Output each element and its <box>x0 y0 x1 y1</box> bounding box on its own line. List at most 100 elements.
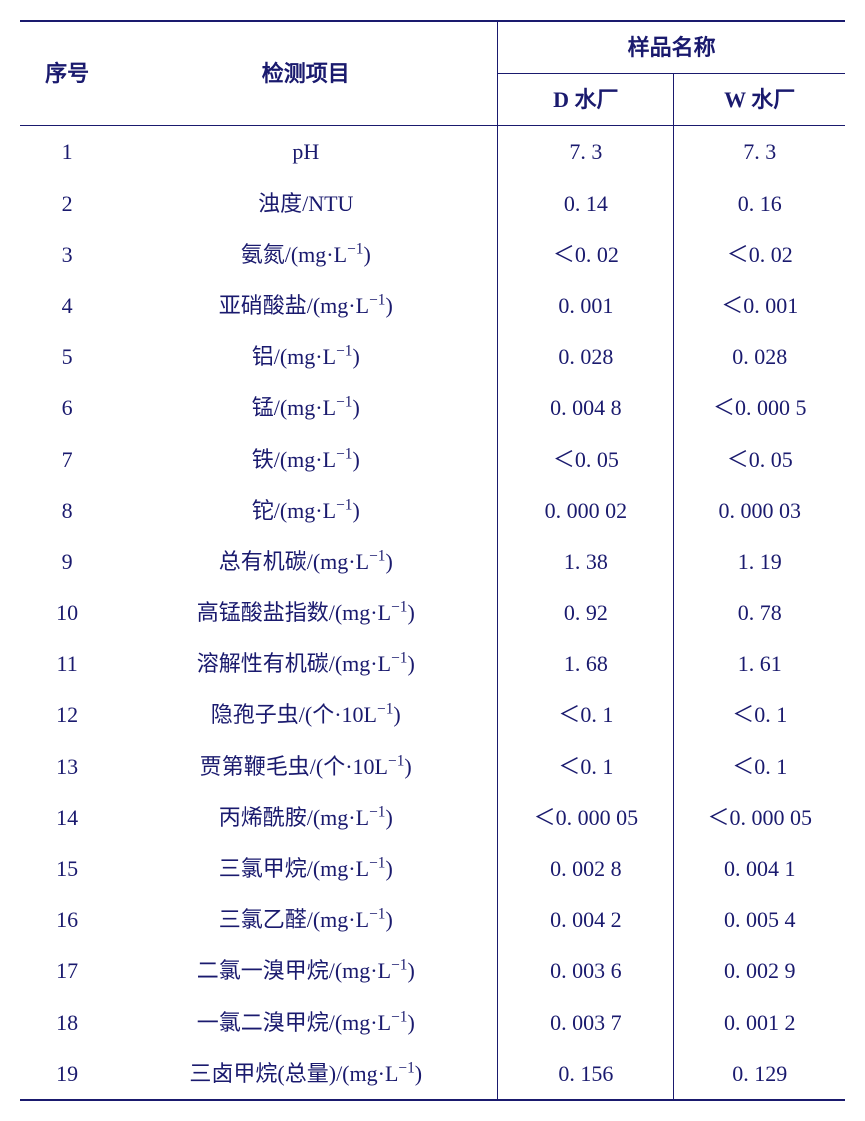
cell-seq: 8 <box>20 485 114 536</box>
cell-item: 溶解性有机碳/(mg·L−1) <box>114 638 497 689</box>
table-row: 9总有机碳/(mg·L−1)1. 381. 19 <box>20 536 845 587</box>
cell-seq: 19 <box>20 1048 114 1100</box>
header-sample-group: 样品名称 <box>498 21 845 74</box>
cell-w-value: ＜0. 1 <box>674 741 845 792</box>
cell-seq: 12 <box>20 689 114 740</box>
table-row: 19三卤甲烷(总量)/(mg·L−1)0. 1560. 129 <box>20 1048 845 1100</box>
cell-w-value: 7. 3 <box>674 126 845 178</box>
cell-seq: 15 <box>20 843 114 894</box>
header-col-d: D 水厂 <box>498 74 674 126</box>
cell-seq: 18 <box>20 997 114 1048</box>
table-row: 2浊度/NTU0. 140. 16 <box>20 178 845 229</box>
table-row: 10高锰酸盐指数/(mg·L−1)0. 920. 78 <box>20 587 845 638</box>
cell-seq: 16 <box>20 894 114 945</box>
cell-d-value: 7. 3 <box>498 126 674 178</box>
cell-seq: 1 <box>20 126 114 178</box>
cell-item: 铊/(mg·L−1) <box>114 485 497 536</box>
cell-w-value: 0. 002 9 <box>674 945 845 996</box>
cell-d-value: ＜0. 05 <box>498 434 674 485</box>
cell-d-value: 0. 003 6 <box>498 945 674 996</box>
cell-w-value: 0. 001 2 <box>674 997 845 1048</box>
data-table: 序号 检测项目 样品名称 D 水厂 W 水厂 1pH7. 37. 32浊度/NT… <box>20 20 845 1101</box>
cell-d-value: 0. 004 2 <box>498 894 674 945</box>
cell-d-value: 0. 002 8 <box>498 843 674 894</box>
table-row: 7铁/(mg·L−1)＜0. 05＜0. 05 <box>20 434 845 485</box>
header-seq: 序号 <box>20 21 114 126</box>
cell-seq: 14 <box>20 792 114 843</box>
cell-d-value: 0. 156 <box>498 1048 674 1100</box>
cell-d-value: 0. 028 <box>498 331 674 382</box>
table-row: 18一氯二溴甲烷/(mg·L−1)0. 003 70. 001 2 <box>20 997 845 1048</box>
cell-d-value: 1. 38 <box>498 536 674 587</box>
cell-seq: 7 <box>20 434 114 485</box>
cell-d-value: ＜0. 000 05 <box>498 792 674 843</box>
table-row: 15三氯甲烷/(mg·L−1)0. 002 80. 004 1 <box>20 843 845 894</box>
table-row: 17二氯一溴甲烷/(mg·L−1)0. 003 60. 002 9 <box>20 945 845 996</box>
cell-w-value: 0. 78 <box>674 587 845 638</box>
cell-d-value: ＜0. 1 <box>498 689 674 740</box>
table-row: 6锰/(mg·L−1)0. 004 8＜0. 000 5 <box>20 382 845 433</box>
cell-w-value: 0. 004 1 <box>674 843 845 894</box>
cell-seq: 17 <box>20 945 114 996</box>
cell-seq: 5 <box>20 331 114 382</box>
cell-item: 丙烯酰胺/(mg·L−1) <box>114 792 497 843</box>
header-row-1: 序号 检测项目 样品名称 <box>20 21 845 74</box>
cell-item: 三氯甲烷/(mg·L−1) <box>114 843 497 894</box>
cell-item: 二氯一溴甲烷/(mg·L−1) <box>114 945 497 996</box>
cell-item: 隐孢子虫/(个·10L−1) <box>114 689 497 740</box>
cell-d-value: 0. 000 02 <box>498 485 674 536</box>
cell-item: 氨氮/(mg·L−1) <box>114 229 497 280</box>
cell-w-value: 1. 61 <box>674 638 845 689</box>
cell-item: 铁/(mg·L−1) <box>114 434 497 485</box>
table-row: 11溶解性有机碳/(mg·L−1)1. 681. 61 <box>20 638 845 689</box>
cell-w-value: ＜0. 001 <box>674 280 845 331</box>
water-quality-table: 序号 检测项目 样品名称 D 水厂 W 水厂 1pH7. 37. 32浊度/NT… <box>20 20 845 1101</box>
table-row: 12隐孢子虫/(个·10L−1)＜0. 1＜0. 1 <box>20 689 845 740</box>
cell-item: 三氯乙醛/(mg·L−1) <box>114 894 497 945</box>
table-row: 5铝/(mg·L−1)0. 0280. 028 <box>20 331 845 382</box>
header-col-w: W 水厂 <box>674 74 845 126</box>
cell-item: 亚硝酸盐/(mg·L−1) <box>114 280 497 331</box>
cell-seq: 10 <box>20 587 114 638</box>
cell-seq: 11 <box>20 638 114 689</box>
cell-w-value: 0. 129 <box>674 1048 845 1100</box>
cell-d-value: 0. 003 7 <box>498 997 674 1048</box>
cell-item: pH <box>114 126 497 178</box>
cell-w-value: ＜0. 000 5 <box>674 382 845 433</box>
cell-item: 铝/(mg·L−1) <box>114 331 497 382</box>
cell-d-value: 0. 14 <box>498 178 674 229</box>
cell-seq: 2 <box>20 178 114 229</box>
cell-w-value: 0. 16 <box>674 178 845 229</box>
table-body: 1pH7. 37. 32浊度/NTU0. 140. 163氨氮/(mg·L−1)… <box>20 126 845 1100</box>
cell-w-value: 1. 19 <box>674 536 845 587</box>
cell-item: 浊度/NTU <box>114 178 497 229</box>
cell-seq: 13 <box>20 741 114 792</box>
cell-w-value: ＜0. 1 <box>674 689 845 740</box>
cell-seq: 9 <box>20 536 114 587</box>
cell-w-value: ＜0. 05 <box>674 434 845 485</box>
cell-d-value: 0. 001 <box>498 280 674 331</box>
cell-item: 一氯二溴甲烷/(mg·L−1) <box>114 997 497 1048</box>
table-row: 3氨氮/(mg·L−1)＜0. 02＜0. 02 <box>20 229 845 280</box>
cell-item: 总有机碳/(mg·L−1) <box>114 536 497 587</box>
cell-item: 高锰酸盐指数/(mg·L−1) <box>114 587 497 638</box>
table-row: 4亚硝酸盐/(mg·L−1)0. 001＜0. 001 <box>20 280 845 331</box>
cell-seq: 3 <box>20 229 114 280</box>
cell-w-value: 0. 000 03 <box>674 485 845 536</box>
cell-d-value: 0. 92 <box>498 587 674 638</box>
cell-seq: 4 <box>20 280 114 331</box>
cell-w-value: ＜0. 000 05 <box>674 792 845 843</box>
table-row: 16三氯乙醛/(mg·L−1)0. 004 20. 005 4 <box>20 894 845 945</box>
table-row: 1pH7. 37. 3 <box>20 126 845 178</box>
cell-d-value: 1. 68 <box>498 638 674 689</box>
cell-seq: 6 <box>20 382 114 433</box>
cell-w-value: 0. 028 <box>674 331 845 382</box>
cell-item: 三卤甲烷(总量)/(mg·L−1) <box>114 1048 497 1100</box>
cell-d-value: ＜0. 02 <box>498 229 674 280</box>
cell-d-value: 0. 004 8 <box>498 382 674 433</box>
cell-w-value: ＜0. 02 <box>674 229 845 280</box>
header-item: 检测项目 <box>114 21 497 126</box>
cell-item: 贾第鞭毛虫/(个·10L−1) <box>114 741 497 792</box>
table-row: 8铊/(mg·L−1)0. 000 020. 000 03 <box>20 485 845 536</box>
table-row: 13贾第鞭毛虫/(个·10L−1)＜0. 1＜0. 1 <box>20 741 845 792</box>
